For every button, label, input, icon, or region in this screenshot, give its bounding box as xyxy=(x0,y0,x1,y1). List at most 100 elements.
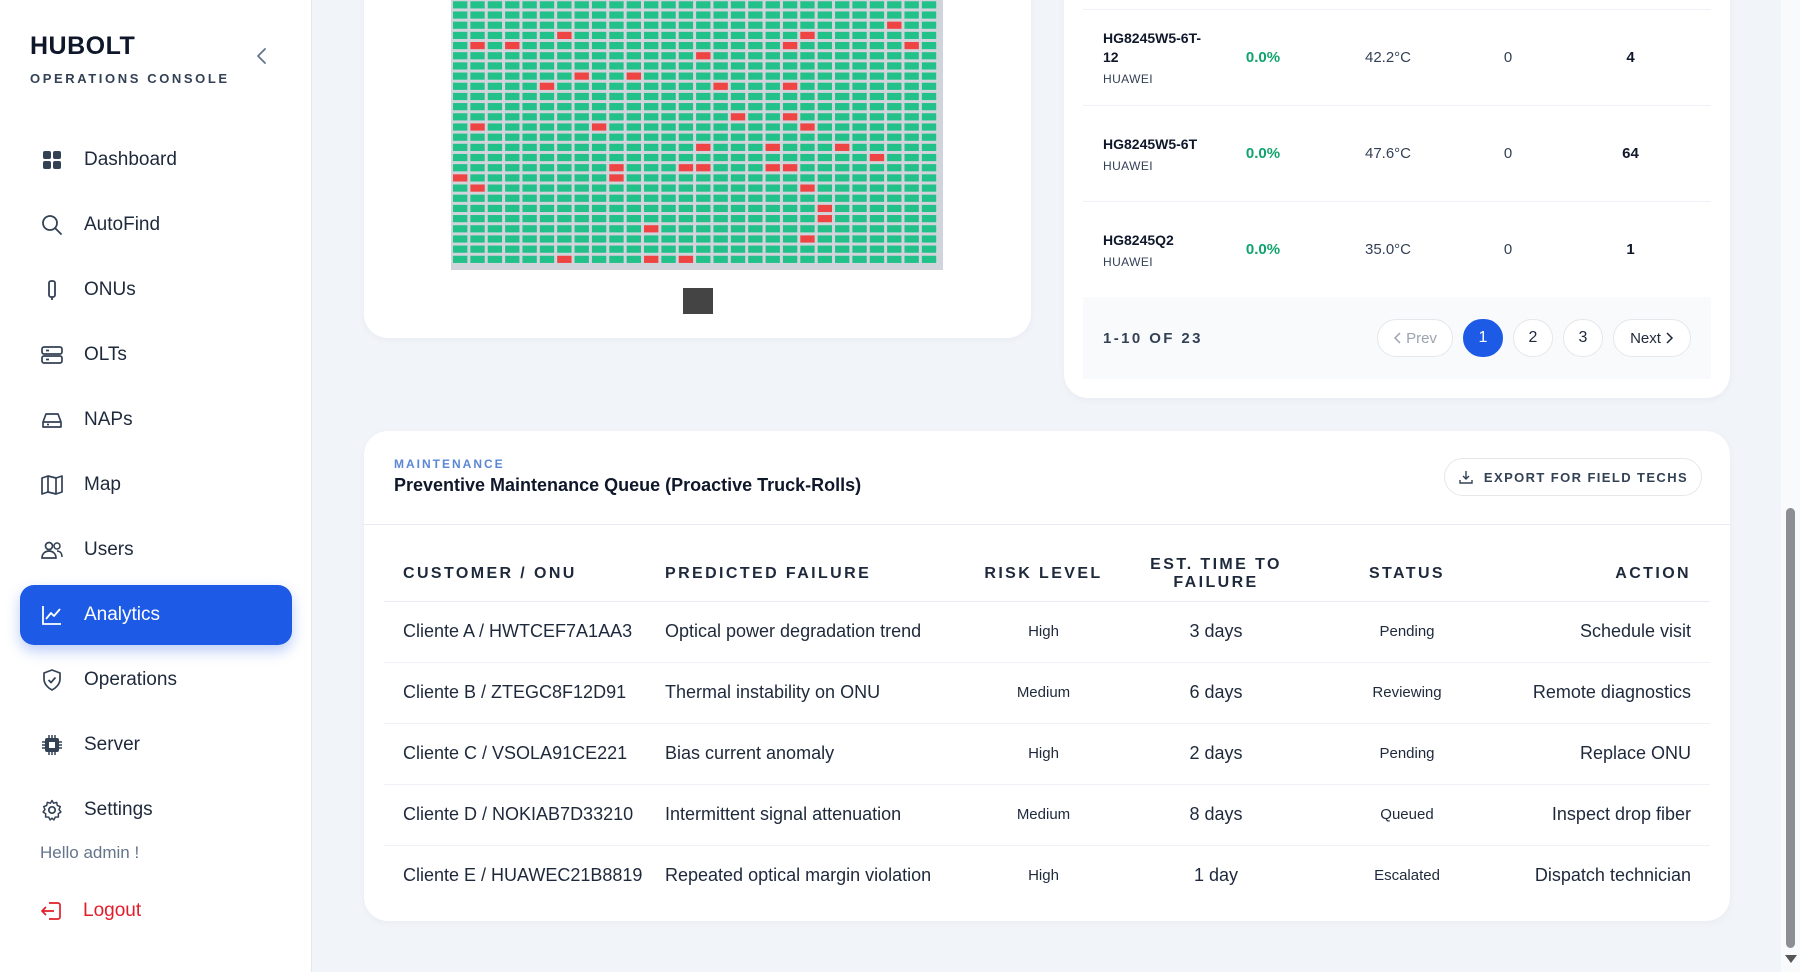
sidebar-item-olts[interactable]: OLTs xyxy=(20,325,292,385)
heatmap-cell xyxy=(678,194,694,202)
sidebar-item-dashboard[interactable]: Dashboard xyxy=(20,130,292,190)
heatmap-cell xyxy=(869,225,885,233)
count-cell: 64 xyxy=(1622,145,1639,162)
sidebar-item-server[interactable]: Server xyxy=(20,715,292,775)
heatmap-cell xyxy=(869,184,885,192)
heatmap-cell xyxy=(452,133,468,141)
model-cell: HG8245Q2 HUAWEI xyxy=(1083,231,1203,269)
heatmap-cell xyxy=(574,225,589,233)
prev-page-button[interactable]: Prev xyxy=(1377,319,1453,357)
column-header[interactable]: ACTION xyxy=(1492,547,1710,602)
heatmap-cell xyxy=(800,123,815,131)
table-row[interactable]: Cliente B / ZTEGC8F12D91 Thermal instabi… xyxy=(384,662,1710,724)
table-row[interactable]: Cliente E / HUAWEC21B8819 Repeated optic… xyxy=(384,845,1710,906)
heatmap-cell xyxy=(678,153,694,162)
heatmap-cell xyxy=(852,1,867,9)
heatmap-cell xyxy=(835,153,850,162)
heatmap-cell xyxy=(869,113,885,121)
heatmap-cell xyxy=(661,113,676,121)
heatmap-cell xyxy=(505,21,520,29)
heatmap-cell xyxy=(539,174,555,182)
heatmap-cell xyxy=(765,103,780,111)
table-row[interactable]: HG8245Q2 HUAWEI 0.0% 35.0°C 0 1 xyxy=(1083,201,1711,297)
heatmap-cell xyxy=(661,11,676,19)
heatmap-cell xyxy=(661,153,676,162)
table-row[interactable]: HG8245W5-6T-12 HUAWEI 0.0% 42.2°C 0 4 xyxy=(1083,9,1711,105)
heatmap-cell xyxy=(817,123,833,131)
table-row[interactable]: HG8245W5-6T HUAWEI 0.0% 47.6°C 0 64 xyxy=(1083,105,1711,201)
collapse-sidebar-button[interactable] xyxy=(252,46,272,66)
heatmap-cell xyxy=(835,103,850,111)
heatmap-cell xyxy=(852,62,867,70)
heatmap-cell xyxy=(591,72,607,80)
heatmap-cell xyxy=(609,113,624,121)
table-row[interactable]: Cliente A / HWTCEF7A1AA3 Optical power d… xyxy=(384,601,1710,663)
sidebar-item-naps[interactable]: NAPs xyxy=(20,390,292,450)
column-header[interactable]: PREDICTED FAILURE xyxy=(665,547,977,602)
heatmap-cell xyxy=(765,31,780,39)
heatmap-cell xyxy=(748,52,763,60)
heatmap-cell xyxy=(626,194,642,202)
action-link[interactable]: Schedule visit xyxy=(1492,601,1710,663)
heatmap-cell xyxy=(765,62,780,70)
action-link[interactable]: Replace ONU xyxy=(1492,723,1710,785)
heatmap-cell xyxy=(644,1,659,9)
sidebar-item-map[interactable]: Map xyxy=(20,455,292,515)
heatmap-cell xyxy=(835,31,850,39)
action-link[interactable]: Inspect drop fiber xyxy=(1492,784,1710,846)
heatmap-cell xyxy=(713,153,728,162)
heatmap-cell xyxy=(921,52,937,60)
page-2-button[interactable]: 2 xyxy=(1513,319,1553,357)
heatmap-cell xyxy=(470,41,485,50)
heatmap-cell xyxy=(487,184,503,192)
heatmap-cell xyxy=(557,41,572,50)
action-link[interactable]: Dispatch technician xyxy=(1534,865,1691,886)
column-header[interactable]: RISK LEVEL xyxy=(977,547,1110,602)
heatmap-cell xyxy=(921,103,937,111)
heatmap-cell xyxy=(452,21,468,29)
heatmap-cell xyxy=(713,204,728,213)
page-3-button[interactable]: 3 xyxy=(1563,319,1603,357)
heatmap-cell xyxy=(852,41,867,50)
heatmap-cell xyxy=(452,245,468,253)
action-link[interactable]: Remote diagnostics xyxy=(1492,662,1710,724)
page-scrollbar[interactable] xyxy=(1781,0,1800,972)
map-icon xyxy=(39,472,65,498)
next-page-button[interactable]: Next xyxy=(1613,319,1691,357)
heatmap-cell xyxy=(817,103,833,111)
export-field-techs-button[interactable]: EXPORT FOR FIELD TECHS xyxy=(1444,458,1702,496)
column-header[interactable]: EST. TIME TO FAILURE xyxy=(1110,547,1322,602)
sidebar-item-analytics[interactable]: Analytics xyxy=(20,585,292,645)
scroll-down-arrow[interactable] xyxy=(1785,955,1797,963)
sidebar-item-autofind[interactable]: AutoFind xyxy=(20,195,292,255)
heatmap-cell xyxy=(800,41,815,50)
heatmap-cell xyxy=(661,184,676,192)
heatmap-cell xyxy=(505,133,520,141)
heatmap-cell xyxy=(887,123,902,131)
heatmap-cell xyxy=(574,245,589,253)
sidebar-item-operations[interactable]: Operations xyxy=(20,650,292,710)
heatmap-cell xyxy=(591,225,607,233)
heatmap-cell xyxy=(782,194,798,202)
column-header[interactable]: CUSTOMER / ONU xyxy=(384,547,665,602)
heatmap-cell xyxy=(904,174,919,182)
table-row[interactable]: Cliente D / NOKIAB7D33210 Intermittent s… xyxy=(384,784,1710,846)
heatmap-cell xyxy=(522,235,537,243)
heatmap-cell xyxy=(713,245,728,253)
heatmap-cell xyxy=(609,235,624,243)
heatmap-cell xyxy=(696,174,711,182)
table-row[interactable]: Cliente C / VSOLA91CE221 Bias current an… xyxy=(384,723,1710,785)
heatmap-cell xyxy=(730,11,746,19)
heatmap-cell xyxy=(904,31,919,39)
sidebar-item-settings[interactable]: Settings xyxy=(20,780,292,840)
heatmap-cell xyxy=(487,1,503,9)
heatmap-cell xyxy=(626,153,642,162)
sidebar-item-users[interactable]: Users xyxy=(20,520,292,580)
model-name: HG8245W5-6T xyxy=(1103,135,1198,152)
logout-button[interactable]: Logout xyxy=(38,898,141,924)
column-header[interactable]: STATUS xyxy=(1322,547,1492,602)
heatmap-cell xyxy=(678,184,694,192)
scrollbar-thumb[interactable] xyxy=(1786,508,1795,948)
page-1-button[interactable]: 1 xyxy=(1463,319,1503,357)
sidebar-item-onus[interactable]: ONUs xyxy=(20,260,292,320)
